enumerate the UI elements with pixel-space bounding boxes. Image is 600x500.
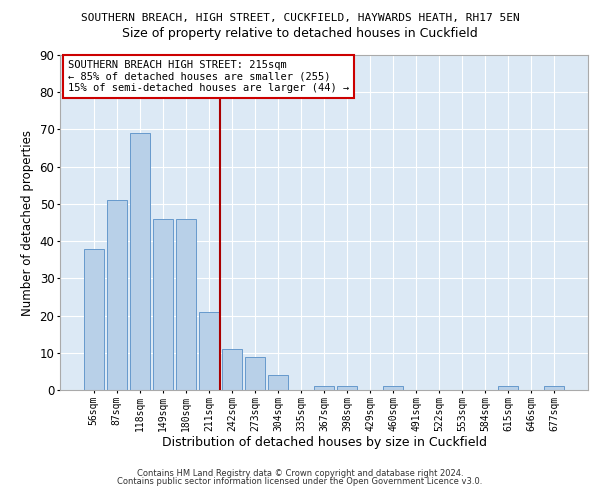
Bar <box>130 133 149 390</box>
Bar <box>383 386 403 390</box>
Bar <box>337 386 357 390</box>
Bar <box>176 219 196 390</box>
Bar <box>314 386 334 390</box>
Bar <box>544 386 564 390</box>
Bar <box>107 200 127 390</box>
Text: SOUTHERN BREACH, HIGH STREET, CUCKFIELD, HAYWARDS HEATH, RH17 5EN: SOUTHERN BREACH, HIGH STREET, CUCKFIELD,… <box>80 12 520 22</box>
Text: Contains public sector information licensed under the Open Government Licence v3: Contains public sector information licen… <box>118 477 482 486</box>
Bar <box>268 375 288 390</box>
Text: Size of property relative to detached houses in Cuckfield: Size of property relative to detached ho… <box>122 28 478 40</box>
Bar <box>199 312 218 390</box>
Bar <box>222 349 242 390</box>
Bar <box>153 219 173 390</box>
Text: SOUTHERN BREACH HIGH STREET: 215sqm
← 85% of detached houses are smaller (255)
1: SOUTHERN BREACH HIGH STREET: 215sqm ← 85… <box>68 60 349 93</box>
Y-axis label: Number of detached properties: Number of detached properties <box>21 130 34 316</box>
Bar <box>499 386 518 390</box>
X-axis label: Distribution of detached houses by size in Cuckfield: Distribution of detached houses by size … <box>161 436 487 450</box>
Text: Contains HM Land Registry data © Crown copyright and database right 2024.: Contains HM Land Registry data © Crown c… <box>137 468 463 477</box>
Bar <box>245 356 265 390</box>
Bar <box>84 248 104 390</box>
